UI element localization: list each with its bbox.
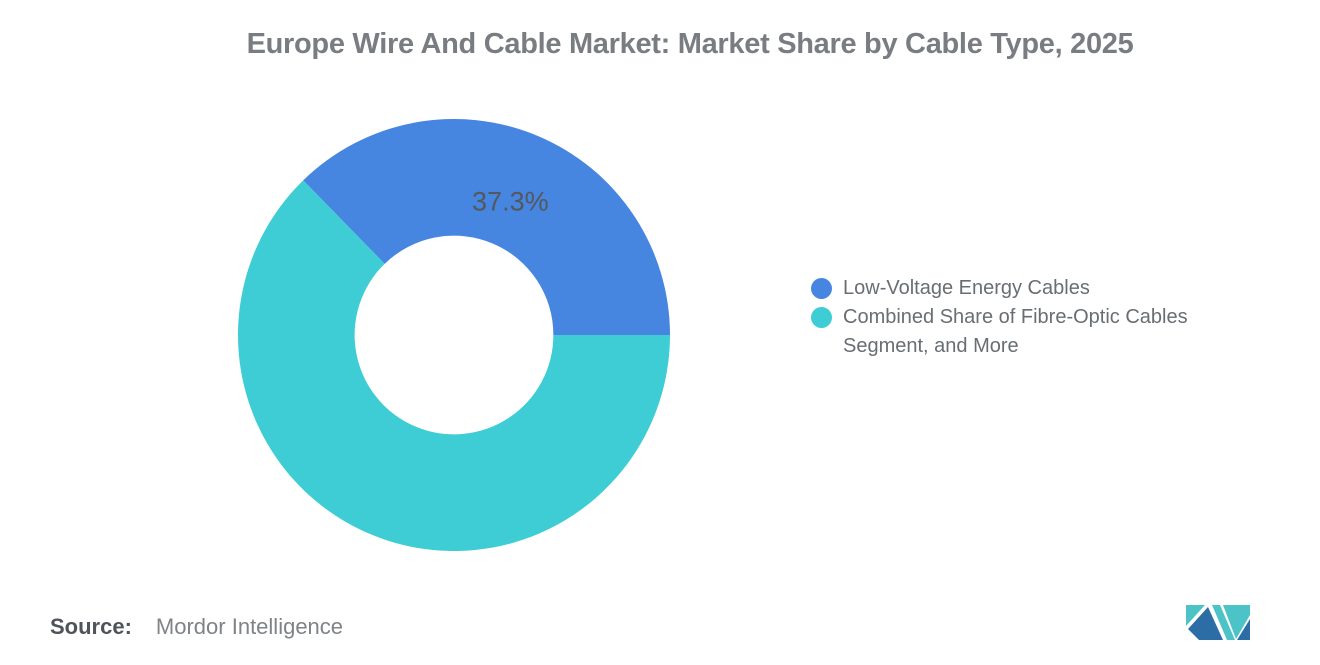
- legend-swatch-fibre-optic-icon: [811, 307, 832, 328]
- legend-item-low-voltage[interactable]: Low-Voltage Energy Cables: [811, 274, 1253, 303]
- legend-label-fibre-optic: Combined Share of Fibre-Optic Cables Seg…: [843, 306, 1188, 357]
- mordor-intelligence-logo-icon: [1186, 605, 1250, 640]
- source-value: Mordor Intelligence: [155, 614, 344, 639]
- legend-swatch-low-voltage-icon: [811, 278, 832, 299]
- source-label: Source:: [50, 614, 132, 639]
- legend-label-low-voltage: Low-Voltage Energy Cables: [843, 277, 1090, 299]
- pie-slice-0[interactable]: [303, 119, 670, 335]
- legend-item-fibre-optic[interactable]: Combined Share of Fibre-Optic Cables Seg…: [811, 303, 1253, 361]
- source-note: Source: Mordor Intelligence: [50, 614, 343, 640]
- slice-data-label: 37.3%: [472, 186, 549, 216]
- chart-title: Europe Wire And Cable Market: Market Sha…: [246, 28, 1134, 60]
- pie-slice-1[interactable]: [238, 180, 670, 552]
- legend: Low-Voltage Energy Cables Combined Share…: [811, 274, 1253, 361]
- donut-chart: 37.3%: [238, 119, 670, 552]
